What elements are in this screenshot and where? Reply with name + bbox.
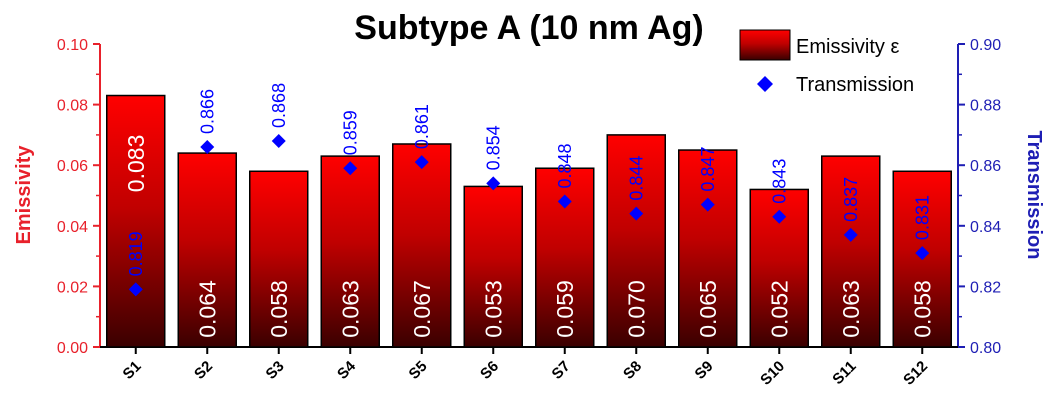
x-tick-label: S4 xyxy=(334,357,359,382)
bar-emissivity xyxy=(606,134,666,348)
x-tick-label: S5 xyxy=(406,358,431,383)
bar-data-label: 0.059 xyxy=(552,280,578,338)
bar-data-label: 0.053 xyxy=(480,280,506,338)
transmission-marker xyxy=(486,176,501,191)
legend: Emissivity ε Transmission xyxy=(739,29,914,96)
y-left-tick-label: 0.04 xyxy=(57,219,88,236)
bar-data-label: 0.052 xyxy=(766,280,792,338)
transmission-data-label: 0.843 xyxy=(769,159,789,204)
bar-data-label: 0.070 xyxy=(623,280,649,338)
transmission-marker xyxy=(915,246,930,261)
transmission-data-label: 0.844 xyxy=(626,156,646,201)
y-right-tick-label: 0.80 xyxy=(970,340,1001,357)
transmission-data-label: 0.868 xyxy=(269,83,289,128)
y-right-tick-label: 0.90 xyxy=(970,37,1001,54)
transmission-marker xyxy=(843,227,858,242)
bar-data-label: 0.064 xyxy=(194,280,220,338)
transmission-data-label: 0.848 xyxy=(555,144,575,189)
x-tick-label: S6 xyxy=(477,358,502,383)
legend-swatch-emissivity xyxy=(739,29,791,61)
x-tick-label: S12 xyxy=(900,358,931,389)
y-right-tick-label: 0.88 xyxy=(970,98,1001,115)
transmission-marker xyxy=(557,194,572,209)
x-tick-label: S1 xyxy=(120,358,145,383)
bar-data-label: 0.067 xyxy=(409,280,435,338)
bar-emissivity xyxy=(320,155,380,348)
bar-emissivity xyxy=(249,170,309,348)
x-tick-label: S9 xyxy=(692,358,717,383)
transmission-marker xyxy=(343,161,358,176)
y-left-tick-label: 0.10 xyxy=(57,37,88,54)
x-tick-label: S7 xyxy=(549,358,574,383)
transmission-marker xyxy=(128,282,143,297)
legend-marker-transmission xyxy=(757,76,773,92)
transmission-marker xyxy=(414,155,429,170)
x-tick-label: S10 xyxy=(757,358,788,389)
transmission-data-label: 0.831 xyxy=(912,195,932,240)
bar-emissivity xyxy=(821,155,881,348)
bar-data-label: 0.058 xyxy=(909,280,935,338)
transmission-data-label: 0.859 xyxy=(340,110,360,155)
y-axis-right-label: Transmission xyxy=(1023,131,1045,260)
x-tick-label: S3 xyxy=(263,358,288,383)
x-tick-label: S11 xyxy=(829,358,859,388)
transmission-marker xyxy=(700,197,715,212)
bar-data-label: 0.058 xyxy=(266,280,292,338)
y-axis-left-label: Emissivity xyxy=(13,145,35,245)
bar-data-label: 0.063 xyxy=(838,280,864,338)
y-left-tick-label: 0.06 xyxy=(57,158,88,175)
transmission-data-label: 0.854 xyxy=(483,125,503,170)
y-right-tick-label: 0.84 xyxy=(970,219,1001,236)
y-left-tick-label: 0.00 xyxy=(57,340,88,357)
legend-label-transmission: Transmission xyxy=(796,74,914,96)
legend-label-emissivity: Emissivity ε xyxy=(796,36,899,58)
y-left-tick-label: 0.02 xyxy=(57,279,88,296)
y-left-tick-label: 0.08 xyxy=(57,98,88,115)
y-right-tick-label: 0.82 xyxy=(970,279,1001,296)
transmission-marker xyxy=(629,206,644,221)
bar-emissivity xyxy=(106,94,166,348)
bar-data-label: 0.063 xyxy=(337,280,363,338)
transmission-data-label: 0.819 xyxy=(126,231,146,276)
y-right-tick-label: 0.86 xyxy=(970,158,1001,175)
chart-title: Subtype A (10 nm Ag) xyxy=(354,9,703,47)
transmission-data-label: 0.861 xyxy=(412,104,432,149)
x-tick-label: S8 xyxy=(620,358,645,383)
transmission-marker xyxy=(200,140,215,155)
transmission-marker xyxy=(772,209,787,224)
transmission-data-label: 0.837 xyxy=(841,177,861,222)
bar-data-label: 0.083 xyxy=(123,135,149,193)
x-tick-label: S2 xyxy=(191,358,216,383)
bar-emissivity xyxy=(678,149,738,348)
transmission-data-label: 0.866 xyxy=(197,89,217,134)
transmission-marker xyxy=(271,133,286,148)
transmission-data-label: 0.847 xyxy=(698,147,718,192)
bar-emissivity xyxy=(463,185,523,348)
bar-data-label: 0.065 xyxy=(695,280,721,338)
bar-emissivity xyxy=(392,143,452,348)
